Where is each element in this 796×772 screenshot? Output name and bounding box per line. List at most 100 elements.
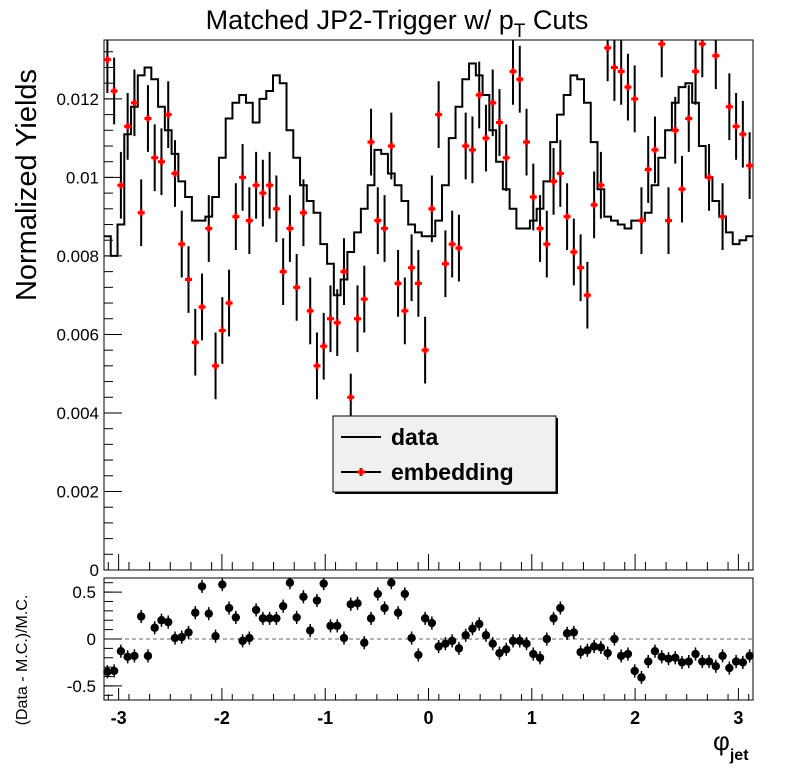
ratio-point	[319, 579, 328, 588]
x-tick-label: 0	[423, 708, 433, 728]
ratio-point	[515, 636, 524, 646]
ratio-point	[103, 667, 112, 677]
ratio-point	[339, 633, 349, 643]
ratio-point	[292, 613, 301, 622]
x-tick-label: 1	[527, 708, 537, 728]
ratio-point	[616, 651, 626, 661]
ratio-point	[366, 614, 376, 623]
ratio-point	[258, 614, 268, 623]
ratio-point	[130, 651, 139, 661]
ratio-point	[495, 648, 504, 658]
bottom-panel-y-axis-label: (Data - M.C.)/M.C.	[14, 595, 31, 726]
ratio-point	[677, 658, 687, 667]
ratio-point	[218, 580, 227, 589]
ratio-point	[251, 605, 261, 615]
ratio-point	[475, 619, 484, 629]
top-y-tick-label: 0	[90, 561, 99, 580]
top-y-tick-label: 0.012	[56, 90, 99, 109]
ratio-point	[441, 639, 450, 648]
ratio-point	[184, 628, 193, 637]
ratio-point	[177, 632, 186, 642]
ratio-point	[109, 666, 119, 676]
ratio-point	[427, 618, 437, 628]
ratio-point	[231, 613, 241, 622]
x-axis-label-main: φ	[713, 726, 730, 756]
ratio-point	[278, 601, 288, 611]
ratio-point	[312, 596, 322, 605]
ratio-point	[556, 603, 565, 613]
ratio-point	[454, 644, 464, 653]
top-y-tick-label: 0.006	[56, 325, 99, 344]
chart-title-main: Matched JP2-Trigger w/ p	[206, 5, 514, 35]
ratio-point	[447, 636, 457, 646]
ratio-point	[731, 657, 741, 666]
x-tick-label: -3	[111, 708, 127, 728]
ratio-point	[305, 626, 315, 635]
top-y-tick-label: 0.004	[56, 404, 99, 423]
legend: data embedding	[332, 415, 558, 494]
x-axis-label: φjet	[713, 726, 749, 764]
ratio-point	[238, 636, 247, 646]
ratio-point	[468, 624, 477, 633]
top-y-tick-label: 0.01	[66, 168, 99, 187]
x-tick-label: 3	[733, 708, 743, 728]
ratio-point	[191, 608, 200, 617]
ratio-point	[529, 649, 538, 659]
ratio-point	[508, 636, 518, 646]
ratio-point	[143, 651, 153, 661]
ratio-point	[549, 614, 558, 623]
ratio-point	[299, 592, 308, 601]
ratio-point	[197, 582, 207, 591]
ratio-point	[360, 638, 369, 647]
ratio-point	[684, 657, 693, 666]
top-panel: 0 0.002 0.004 0.006 0.008 0.01 0.012	[56, 39, 754, 580]
ratio-point	[400, 589, 410, 599]
ratio-point	[434, 642, 443, 651]
ratio-point	[576, 647, 585, 657]
ratio-point	[353, 599, 362, 608]
ratio-point	[637, 673, 646, 682]
ratio-point	[420, 614, 430, 623]
ratio-point	[481, 631, 491, 640]
ratio-point	[698, 657, 707, 666]
ratio-point	[224, 603, 234, 613]
ratio-point	[657, 652, 666, 662]
ratio-point	[461, 631, 470, 640]
ratio-point	[333, 621, 342, 631]
ratio-point	[535, 653, 545, 662]
legend-label: embedding	[391, 459, 514, 485]
ratio-point	[745, 651, 754, 661]
ratio-point	[407, 633, 416, 643]
ratio-point	[664, 654, 673, 663]
ratio-point	[414, 650, 423, 660]
ratio-point	[326, 621, 335, 631]
ratio-point	[644, 657, 653, 666]
ratio-point	[691, 649, 700, 659]
ratio-point	[380, 603, 389, 613]
top-y-tick-label: 0.008	[56, 247, 99, 266]
ratio-point	[265, 614, 274, 623]
ratio-point	[623, 649, 633, 659]
bottom-y-tick-label: -0.5	[67, 677, 96, 696]
bottom-panel: -0.5 0 0.5 -3 -2 -1 0 1 2 3	[67, 577, 754, 728]
legend-label: data	[391, 424, 439, 450]
ratio-point	[245, 633, 254, 643]
x-tick-label: -2	[214, 708, 230, 728]
ratio-point	[164, 617, 173, 627]
chart-title-tail: Cuts	[525, 5, 588, 35]
top-panel-y-axis-label: Normalized Yields	[11, 69, 43, 301]
ratio-point	[704, 657, 714, 666]
ratio-point	[272, 614, 281, 623]
data-step-line	[104, 62, 753, 297]
top-y-tick-label: 0.002	[56, 482, 99, 501]
x-tick-label: -1	[317, 708, 333, 728]
ratio-point	[542, 634, 552, 644]
bottom-y-tick-label: 0	[87, 630, 96, 649]
ratio-point	[488, 639, 497, 648]
chart-title: Matched JP2-Trigger w/ pT Cuts	[206, 5, 589, 42]
ratio-point	[562, 629, 572, 638]
ratio-point	[569, 628, 579, 637]
ratio-point	[650, 647, 660, 656]
